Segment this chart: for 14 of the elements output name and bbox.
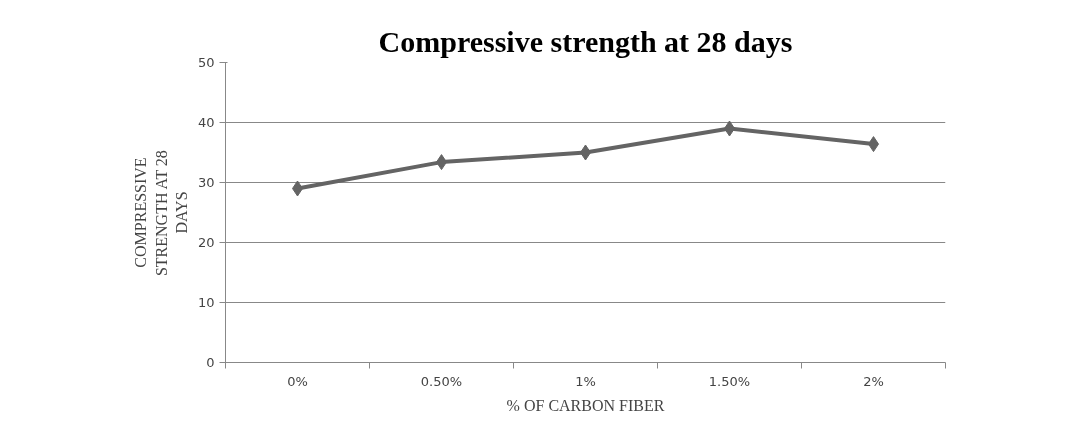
x-tick-label: 0%: [287, 373, 308, 389]
x-tick-label: 0.50%: [420, 373, 463, 389]
x-axis-title: % OF CARBON FIBER: [506, 396, 665, 414]
y-tick-label: 20: [197, 235, 215, 250]
x-tick-label: 1%: [575, 373, 596, 389]
y-axis-title: COMPRESSIVE STRENGTH AT 28 DAYS: [132, 150, 190, 277]
y-tick-label: 30: [197, 175, 215, 190]
y-tick-label: 10: [197, 295, 215, 310]
chart-title: Compressive strength at 28 days: [378, 24, 793, 58]
x-tick-label: 1.50%: [708, 373, 751, 389]
x-tick-label: 2%: [863, 373, 884, 389]
y-tick-label: 0: [206, 355, 215, 370]
y-tick-label: 40: [197, 115, 215, 130]
y-tick-label: 50: [197, 55, 215, 70]
